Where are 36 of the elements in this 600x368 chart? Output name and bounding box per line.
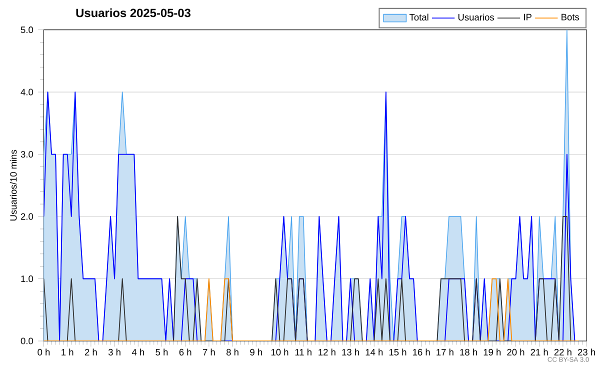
x-tick-label: 17 h <box>436 348 454 356</box>
x-tick-label: 21 h <box>530 348 548 356</box>
x-tick-label: 9 h <box>250 348 262 356</box>
x-tick-label: 6 h <box>179 348 192 356</box>
x-tick-label: 14 h <box>366 348 383 356</box>
legend-label: Usuarios <box>458 14 494 21</box>
x-tick-label: 5 h <box>156 348 168 356</box>
x-tick-label: 4 h <box>132 348 144 356</box>
y-tick-label: 2.0 <box>20 213 34 220</box>
legend-label: Total <box>409 14 428 21</box>
x-tick-label: 22 h <box>554 348 572 356</box>
x-tick-label: 20 h <box>507 348 524 356</box>
x-tick-label: 2 h <box>84 348 97 356</box>
y-tick-label: 0.0 <box>20 338 34 344</box>
x-tick-label: 0 h <box>38 348 50 356</box>
x-tick-label: 8 h <box>226 348 238 356</box>
y-tick-label: 1.0 <box>21 276 34 282</box>
x-tick-label: 10 h <box>271 348 288 356</box>
x-tick-label: 16 h <box>413 348 430 356</box>
x-tick-label: 19 h <box>484 348 501 356</box>
x-tick-label: 1 h <box>62 348 74 356</box>
x-tick-label: 15 h <box>389 348 406 356</box>
y-tick-label: 3.0 <box>20 151 34 158</box>
legend-label: Bots <box>562 14 580 20</box>
x-tick-label: 7 h <box>202 348 215 356</box>
y-tick-label: 5.0 <box>20 26 34 34</box>
legend-label: IP <box>524 14 532 20</box>
x-tick-label: 18 h <box>460 348 477 356</box>
chart-title: Usuarios 2025-05-03 <box>76 8 190 18</box>
x-tick-label: 12 h <box>318 348 336 356</box>
x-tick-label: 23 h <box>578 348 595 356</box>
y-axis-title: Usuarios/10 mins <box>10 150 17 221</box>
y-tick-label: 4.0 <box>20 88 34 96</box>
x-tick-label: 13 h <box>342 348 359 356</box>
x-tick-label: 3 h <box>108 348 120 356</box>
x-tick-label: 11 h <box>295 348 312 356</box>
